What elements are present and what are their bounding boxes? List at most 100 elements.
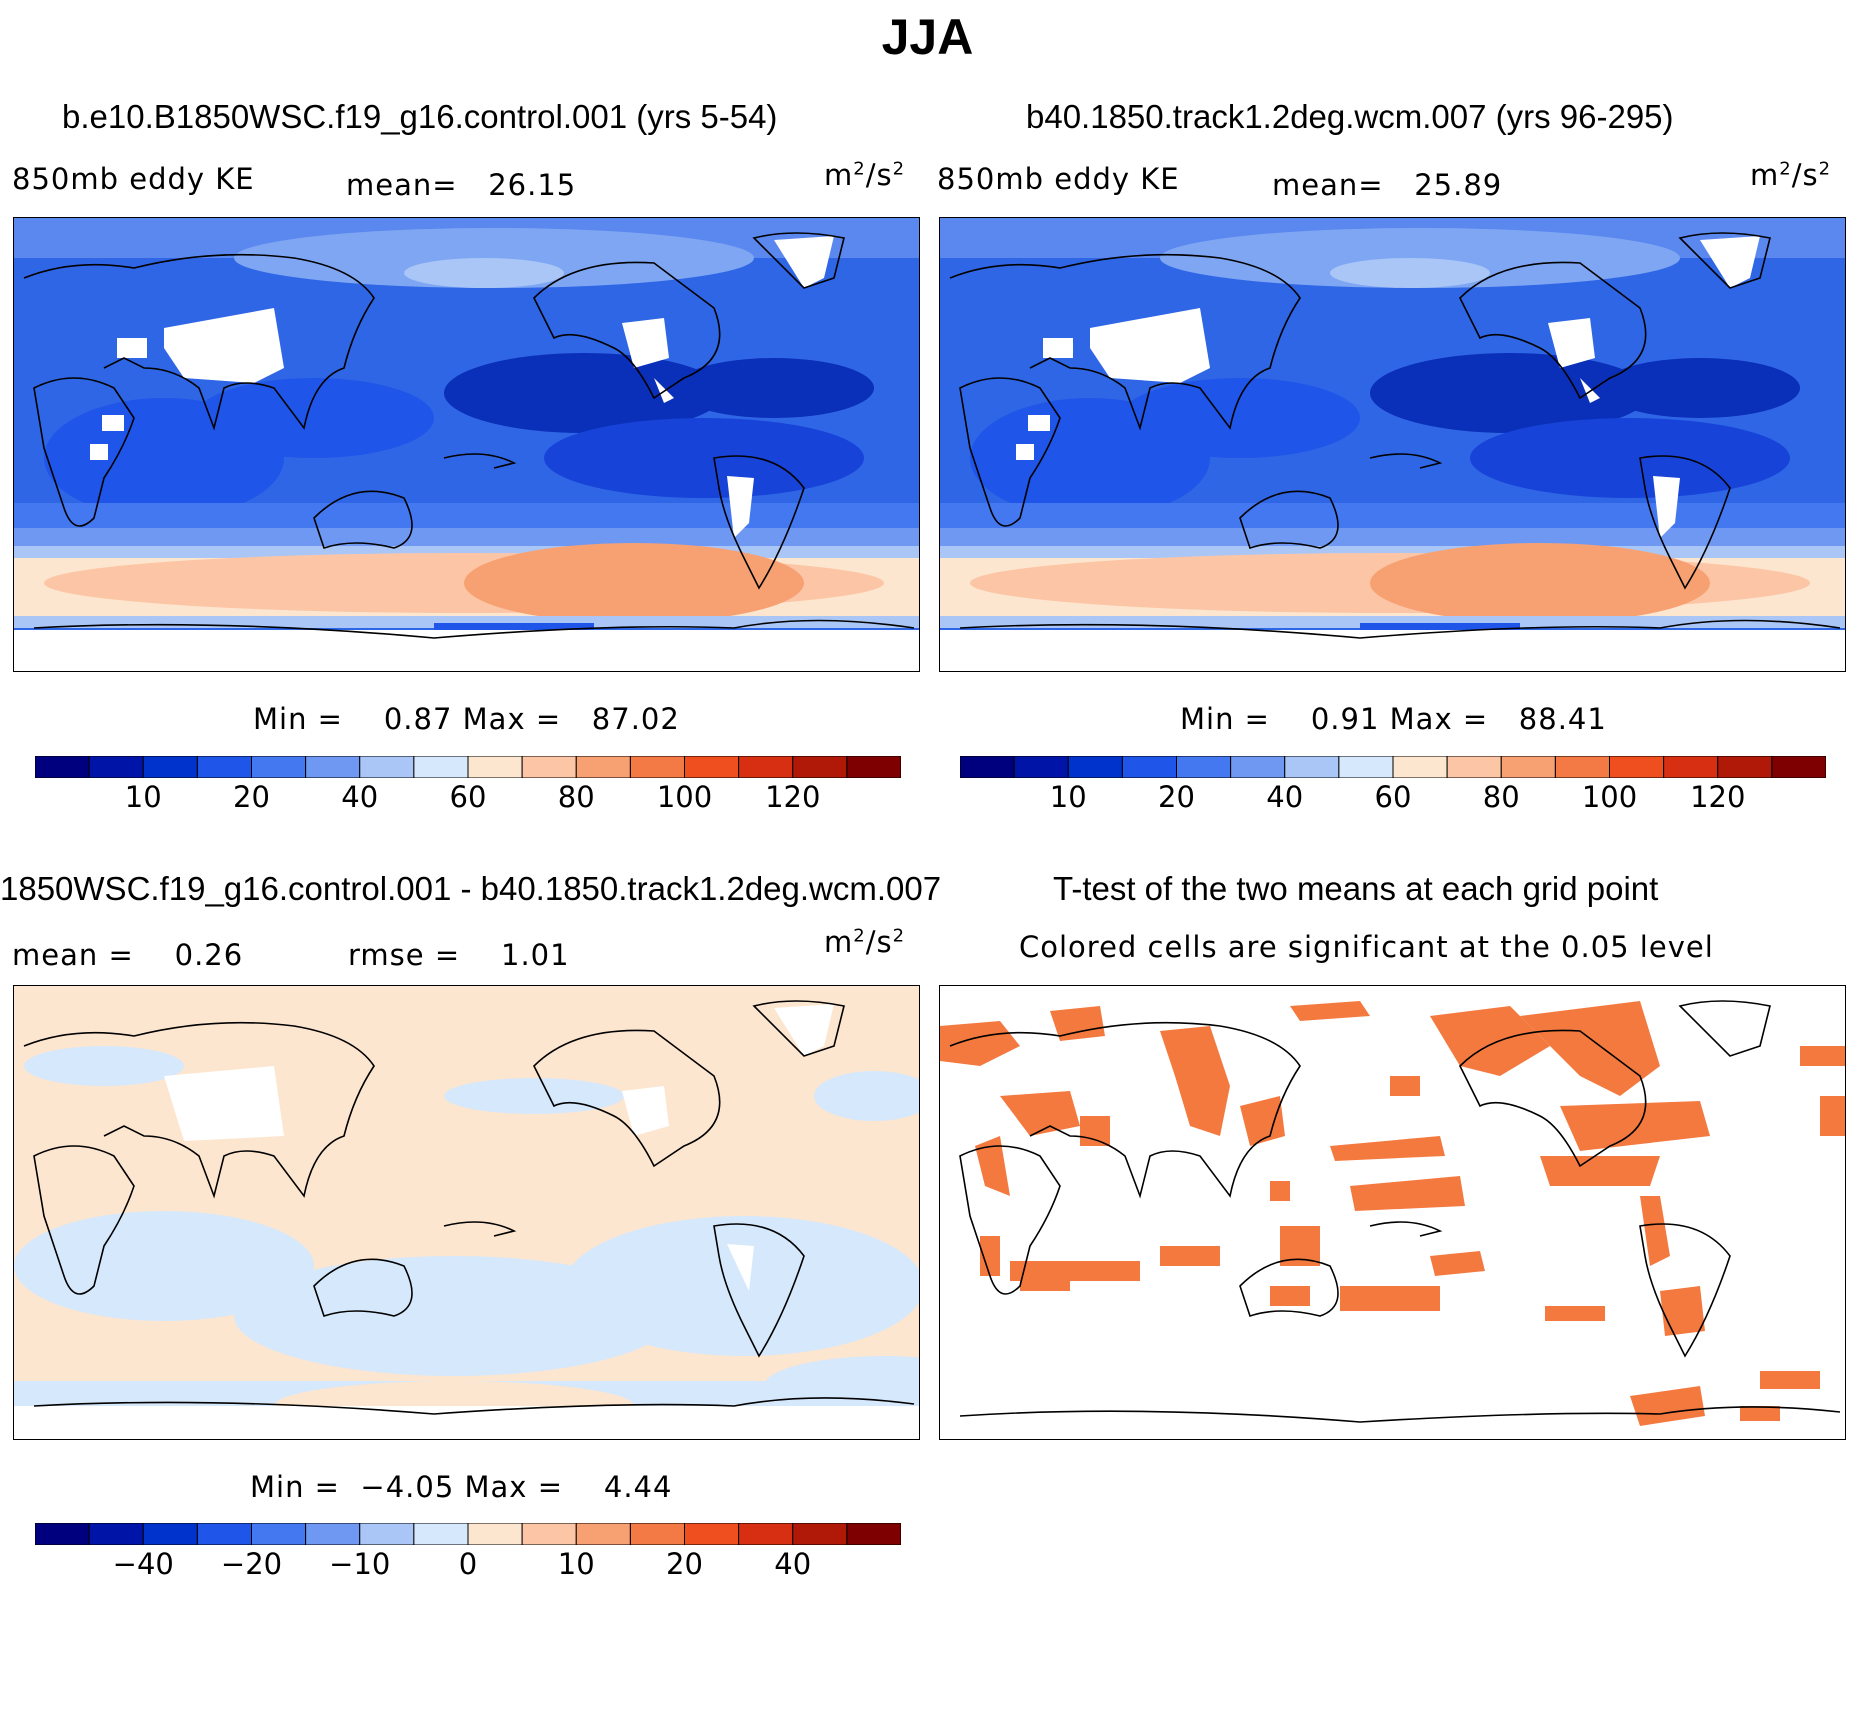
colorbar-tick-label: 20 bbox=[233, 780, 270, 814]
colorbar-swatch bbox=[792, 755, 848, 779]
colorbar-swatch bbox=[629, 755, 685, 779]
colorbar-tick-label: 20 bbox=[1158, 780, 1195, 814]
colorbar-swatch bbox=[467, 1522, 523, 1546]
colorbar-tick-label: 100 bbox=[656, 780, 713, 814]
colorbar-top-left bbox=[34, 755, 902, 779]
colorbar-swatch bbox=[1663, 755, 1719, 779]
colorbar-swatch bbox=[846, 755, 902, 779]
unit-label-top-left: m2/s2 bbox=[824, 158, 906, 192]
colorbar-swatch bbox=[467, 755, 523, 779]
colorbar-swatch bbox=[1554, 755, 1610, 779]
panel-title-top-left: b.e10.B1850WSC.f19_g16.control.001 (yrs … bbox=[62, 98, 778, 135]
colorbar-swatch bbox=[359, 1522, 415, 1546]
colorbar-swatch bbox=[34, 1522, 90, 1546]
eddy-ke-field-top-right bbox=[940, 218, 1845, 671]
colorbar-swatch bbox=[305, 755, 361, 779]
colorbar-swatch bbox=[88, 755, 144, 779]
colorbar-swatch bbox=[738, 755, 794, 779]
colorbar-swatch bbox=[1446, 755, 1502, 779]
colorbar-swatch bbox=[196, 755, 252, 779]
rmse-bottom-left: rmse = 1.01 bbox=[348, 938, 570, 972]
colorbar-tick-label: 10 bbox=[1049, 780, 1087, 814]
colorbar-tick-label: 80 bbox=[557, 780, 595, 814]
colorbar-swatch bbox=[1500, 755, 1556, 779]
colorbar-swatch bbox=[1230, 755, 1286, 779]
colorbar-swatch bbox=[1771, 755, 1827, 779]
colorbar-swatch bbox=[142, 755, 198, 779]
figure-title: JJA bbox=[881, 9, 974, 65]
colorbar-swatch bbox=[142, 1522, 198, 1546]
colorbar-top-right bbox=[959, 755, 1827, 779]
colorbar-swatch bbox=[959, 755, 1015, 779]
colorbar-swatch bbox=[413, 1522, 469, 1546]
colorbar-tick-label: 40 bbox=[774, 1547, 812, 1581]
mean-top-left: mean= 26.15 bbox=[346, 168, 577, 202]
panel-title-bottom-left: 1850WSC.f19_g16.control.001 - b40.1850.t… bbox=[0, 870, 942, 907]
min-max-top-left: Min = 0.87 Max = 87.02 bbox=[253, 702, 680, 736]
mean-top-right: mean= 25.89 bbox=[1272, 168, 1503, 202]
colorbar-tick-label: 40 bbox=[1266, 780, 1304, 814]
colorbar-swatch bbox=[1067, 755, 1123, 779]
colorbar-swatch bbox=[1338, 755, 1394, 779]
colorbar-tick-label: 10 bbox=[557, 1547, 595, 1581]
colorbar-swatch bbox=[1717, 755, 1773, 779]
colorbar-swatch bbox=[521, 1522, 577, 1546]
colorbar-swatches-bottom-left bbox=[34, 1522, 902, 1546]
colorbar-tick-label: 120 bbox=[1690, 780, 1746, 814]
unit-label-bottom-left: m2/s2 bbox=[824, 925, 906, 959]
colorbar-tick-label: 10 bbox=[124, 780, 162, 814]
colorbar-tick-label: −10 bbox=[329, 1547, 391, 1581]
colorbar-tick-label: 60 bbox=[1374, 780, 1412, 814]
map-bottom-right bbox=[939, 985, 1846, 1440]
min-max-top-right: Min = 0.91 Max = 88.41 bbox=[1180, 702, 1607, 736]
colorbar-swatch bbox=[413, 755, 469, 779]
colorbar-swatch bbox=[521, 755, 577, 779]
colorbar-swatch bbox=[629, 1522, 685, 1546]
variable-label-top-left: 850mb eddy KE bbox=[12, 162, 255, 196]
colorbar-swatches-top-left bbox=[34, 755, 902, 779]
colorbar-swatch bbox=[1284, 755, 1340, 779]
unit-label-top-right: m2/s2 bbox=[1750, 158, 1832, 192]
colorbar-tick-label: −40 bbox=[112, 1547, 174, 1581]
colorbar-tick-label: −20 bbox=[220, 1547, 283, 1581]
colorbar-swatch bbox=[1176, 755, 1232, 779]
panel-title-bottom-right: T-test of the two means at each grid poi… bbox=[1053, 870, 1659, 907]
colorbar-swatch bbox=[34, 755, 90, 779]
significance-field-bottom-right bbox=[940, 986, 1845, 1439]
colorbar-swatch bbox=[846, 1522, 902, 1546]
colorbar-swatch bbox=[251, 755, 307, 779]
map-bottom-left bbox=[13, 985, 920, 1440]
colorbar-swatches-top-right bbox=[959, 755, 1827, 779]
colorbar-swatch bbox=[1392, 755, 1448, 779]
colorbar-tick-label: 120 bbox=[765, 780, 821, 814]
colorbar-tick-label: 60 bbox=[449, 780, 487, 814]
colorbar-swatch bbox=[738, 1522, 794, 1546]
colorbar-swatch bbox=[575, 1522, 631, 1546]
colorbar-swatch bbox=[1013, 755, 1069, 779]
eddy-ke-field-top-left bbox=[14, 218, 919, 671]
colorbar-swatch bbox=[251, 1522, 307, 1546]
mean-bottom-left: mean = 0.26 bbox=[12, 938, 244, 972]
min-max-bottom-left: Min = −4.05 Max = 4.44 bbox=[250, 1470, 673, 1504]
colorbar-swatch bbox=[684, 1522, 740, 1546]
colorbar-tick-label: 40 bbox=[341, 780, 379, 814]
colorbar-tick-label: 100 bbox=[1581, 780, 1638, 814]
colorbar-swatch bbox=[196, 1522, 252, 1546]
colorbar-swatch bbox=[684, 755, 740, 779]
difference-field-bottom-left bbox=[14, 986, 919, 1439]
panel-title-top-right: b40.1850.track1.2deg.wcm.007 (yrs 96-295… bbox=[1026, 98, 1674, 135]
colorbar-swatch bbox=[792, 1522, 848, 1546]
panel-subtitle-bottom-right: Colored cells are significant at the 0.0… bbox=[1019, 930, 1714, 964]
variable-label-top-right: 850mb eddy KE bbox=[937, 162, 1180, 196]
colorbar-swatch bbox=[1609, 755, 1665, 779]
colorbar-tick-label: 80 bbox=[1482, 780, 1520, 814]
colorbar-swatch bbox=[359, 755, 415, 779]
map-top-left bbox=[13, 217, 920, 672]
colorbar-tick-label: 0 bbox=[458, 1547, 478, 1581]
colorbar-tick-label: 20 bbox=[666, 1547, 703, 1581]
map-top-right bbox=[939, 217, 1846, 672]
colorbar-swatch bbox=[575, 755, 631, 779]
colorbar-swatch bbox=[1121, 755, 1177, 779]
colorbar-swatch bbox=[88, 1522, 144, 1546]
colorbar-swatch bbox=[305, 1522, 361, 1546]
